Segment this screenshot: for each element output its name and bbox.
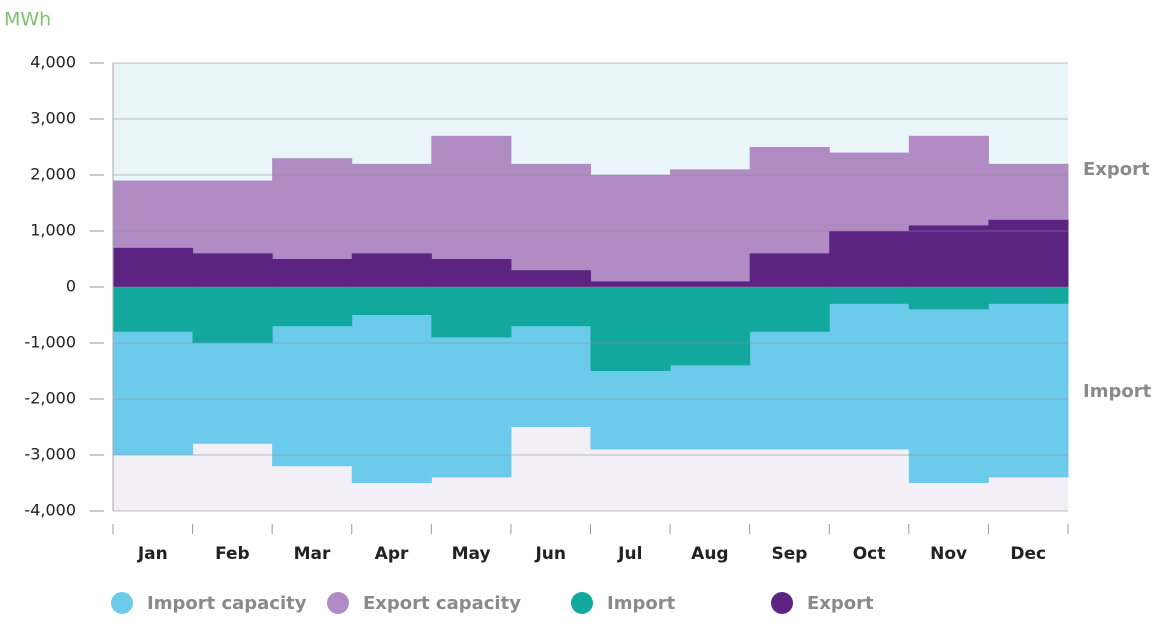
y-tick-label: -3,000 xyxy=(24,445,76,464)
legend-swatch xyxy=(327,592,349,614)
area-segment xyxy=(510,287,591,327)
x-tick-label: Dec xyxy=(1010,544,1046,564)
area-segment xyxy=(749,253,830,287)
y-tick-label: -2,000 xyxy=(24,389,76,408)
area-segment xyxy=(670,169,751,287)
area-segment xyxy=(192,253,273,287)
y-tick-label: 0 xyxy=(66,277,76,296)
area-segment xyxy=(670,287,751,366)
x-tick-label: Aug xyxy=(691,544,728,564)
legend-label: Import xyxy=(607,593,676,614)
y-tick-label: -1,000 xyxy=(24,333,76,352)
x-tick-label: Mar xyxy=(294,544,331,564)
legend-label: Import capacity xyxy=(147,593,307,614)
area-segment xyxy=(113,247,194,287)
legend-swatch xyxy=(571,592,593,614)
area-segment xyxy=(510,270,591,287)
area-segment xyxy=(590,287,671,371)
area-segment xyxy=(351,287,432,483)
area-segment xyxy=(272,287,353,327)
area-segment xyxy=(829,287,910,450)
x-tick-label: Oct xyxy=(853,544,886,564)
area-segment xyxy=(351,287,432,315)
area-segment xyxy=(272,259,353,287)
y-tick-label: 2,000 xyxy=(30,165,76,184)
x-tick-label: Apr xyxy=(375,544,409,564)
area-segment xyxy=(988,219,1069,287)
area-segment xyxy=(431,259,512,287)
x-tick-label: Feb xyxy=(215,544,250,564)
legend-label: Export xyxy=(807,593,874,614)
area-segment xyxy=(908,287,989,310)
area-segment xyxy=(192,287,273,343)
area-segment xyxy=(908,287,989,483)
area-segment xyxy=(431,287,512,338)
x-tick-label: Jun xyxy=(534,544,566,564)
y-tick-label: 1,000 xyxy=(30,221,76,240)
area-segment xyxy=(988,287,1069,478)
x-tick-label: May xyxy=(452,544,491,564)
area-segment xyxy=(590,281,671,287)
area-segment xyxy=(988,287,1069,304)
x-tick-label: Jan xyxy=(137,544,168,564)
area-segment xyxy=(113,287,194,332)
area-segment xyxy=(670,281,751,287)
area-segment xyxy=(749,287,830,332)
x-tick-label: Jul xyxy=(617,544,642,564)
x-tick-label: Nov xyxy=(930,544,967,564)
legend-swatch xyxy=(111,592,133,614)
y-axis-label: MWh xyxy=(4,9,51,31)
import-annotation: Import xyxy=(1083,381,1152,402)
legend-swatch xyxy=(771,592,793,614)
legend-label: Export capacity xyxy=(363,593,521,614)
y-tick-label: 4,000 xyxy=(30,53,76,72)
area-segment xyxy=(510,163,591,287)
x-tick-label: Sep xyxy=(771,544,807,564)
area-segment xyxy=(829,231,910,287)
y-tick-label: -4,000 xyxy=(24,501,76,520)
area-segment xyxy=(908,225,989,287)
area-segment xyxy=(829,287,910,304)
area-segment xyxy=(351,253,432,287)
export-annotation: Export xyxy=(1083,159,1150,180)
y-tick-label: 3,000 xyxy=(30,109,76,128)
